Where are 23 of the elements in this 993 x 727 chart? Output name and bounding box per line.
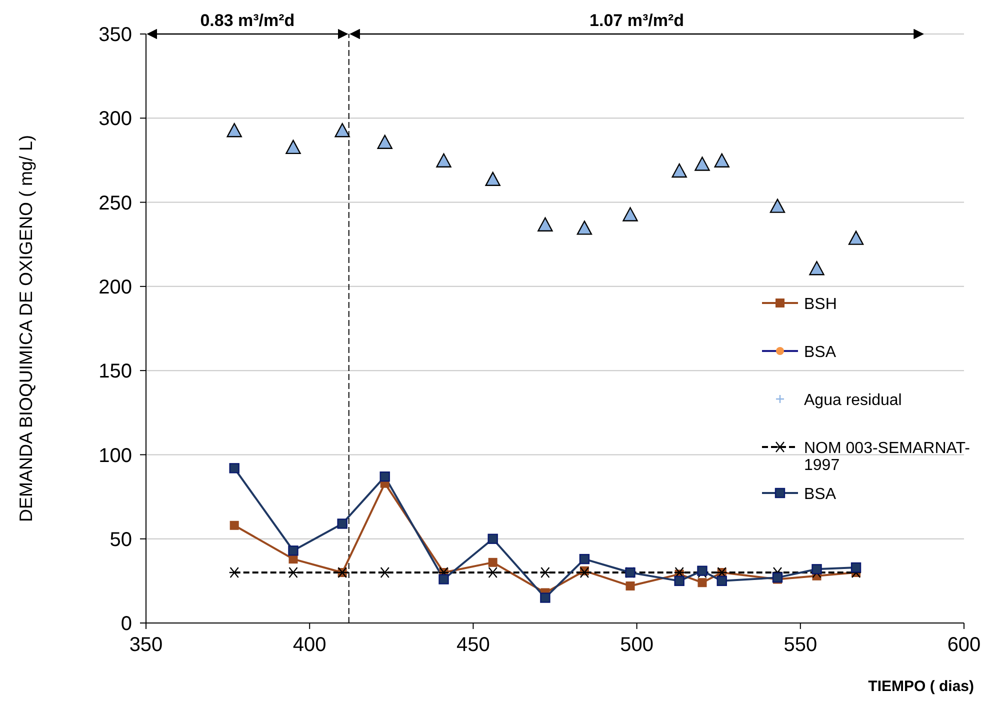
legend-label: BSH: [804, 296, 838, 313]
y-tick-label: 300: [98, 108, 132, 130]
x-tick-label: 550: [784, 634, 818, 656]
legend-label: BSA: [804, 344, 838, 361]
y-tick-label: 100: [98, 444, 132, 467]
text: 0.83 m³/m²d: [200, 11, 295, 30]
legend-label: NOM 003-SEMARNAT-1997: [804, 440, 971, 474]
legend-label: Agua residual: [804, 392, 903, 409]
y-tick-label: 50: [110, 528, 132, 551]
x-tick-label: 400: [292, 634, 326, 656]
y-axis-title: DEMANDA BIOQUIMICA DE OXIGENO ( mg/ L): [16, 134, 36, 522]
text: 1.07 m³/m²d: [590, 11, 684, 30]
legend-label: BSA: [804, 486, 838, 503]
x-tick-label: 500: [620, 634, 654, 656]
y-tick-label: 350: [98, 24, 132, 46]
x-axis-title: TIEMPO ( dias): [868, 678, 974, 695]
y-tick-label: 200: [98, 276, 132, 299]
y-tick-label: 0: [120, 613, 132, 636]
y-tick-label: 250: [98, 192, 132, 214]
x-tick-label: 600: [947, 634, 981, 656]
y-tick-label: 150: [98, 360, 132, 383]
x-tick-label: 350: [129, 634, 163, 656]
x-tick-label: 450: [456, 634, 490, 656]
